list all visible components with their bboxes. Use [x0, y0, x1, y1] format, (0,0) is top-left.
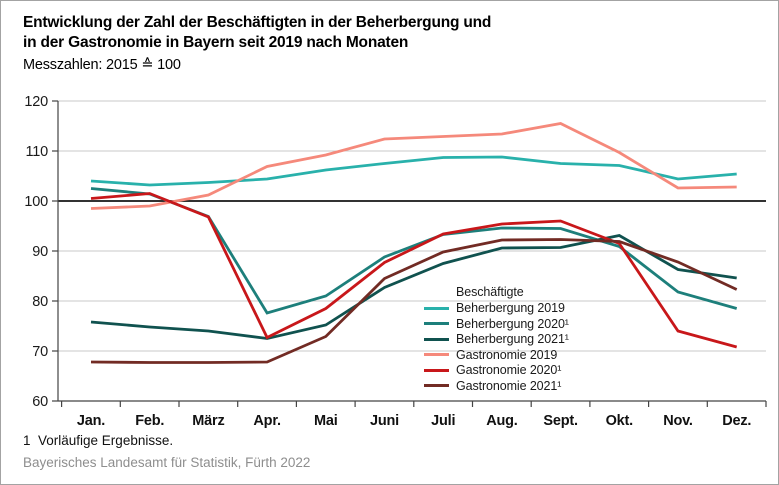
chart-title: Entwicklung der Zahl der Beschäftigten i… — [23, 13, 491, 53]
legend-item-gastronomie-2019: Gastronomie 2019 — [424, 347, 569, 363]
series-line-gastronomie-2021 — [90, 238, 738, 364]
legend-title: Beschäftigte — [456, 285, 524, 299]
x-tick-label-juli: Juli — [431, 413, 455, 429]
x-tick-label-m-rz: März — [192, 413, 224, 429]
legend-item-beherbergung-2021: Beherbergung 2021¹ — [424, 332, 569, 348]
x-tick-label-sept: Sept. — [543, 413, 578, 429]
y-tick-label: 80 — [32, 294, 48, 310]
x-tick-label-feb: Feb. — [135, 413, 164, 429]
legend-swatch-gastronomie-2019 — [424, 353, 449, 357]
x-tick-label-juni: Juni — [370, 413, 399, 429]
legend-label: Beherbergung 2019 — [456, 301, 565, 316]
chart-subtitle: Messzahlen: 2015 ≙ 100 — [23, 57, 181, 73]
chart-legend: Beschäftigte Beherbergung 2019 Beherbergu… — [424, 285, 569, 394]
legend-item-beherbergung-2019: Beherbergung 2019 — [424, 301, 569, 317]
series-line-beherbergung-2021 — [90, 234, 737, 340]
y-tick-label: 100 — [24, 194, 48, 210]
legend-item-gastronomie-2020: Gastronomie 2020¹ — [424, 363, 569, 379]
legend-label: Gastronomie 2021¹ — [456, 378, 562, 393]
x-tick-label-nov: Nov. — [663, 413, 693, 429]
legend-label: Beherbergung 2020¹ — [456, 316, 569, 331]
x-tick-label-mai: Mai — [314, 413, 338, 429]
x-tick-label-aug: Aug. — [486, 413, 518, 429]
y-tick-label: 110 — [25, 144, 48, 160]
series-line-gastronomie-2020 — [90, 192, 738, 349]
chart-title-line2: in der Gastronomie in Bayern seit 2019 n… — [23, 34, 409, 51]
legend-swatch-beherbergung-2019 — [424, 306, 449, 310]
y-tick-label: 60 — [32, 394, 48, 410]
source: Bayerisches Landesamt für Statistik, Für… — [23, 455, 311, 470]
legend-label: Gastronomie 2020¹ — [456, 363, 562, 378]
y-tick-label: 70 — [32, 344, 48, 360]
series-line-gastronomie-2019 — [90, 122, 737, 210]
y-tick-label: 120 — [24, 94, 48, 110]
series-line-beherbergung-2019 — [90, 155, 737, 187]
legend-item-beherbergung-2020: Beherbergung 2020¹ — [424, 316, 569, 332]
x-tick-label-apr: Apr. — [253, 413, 281, 429]
legend-swatch-beherbergung-2020 — [424, 322, 449, 326]
footnote: 1 Vorläufige Ergebnisse. — [23, 433, 174, 448]
legend-swatch-gastronomie-2020 — [424, 368, 449, 372]
legend-label: Beherbergung 2021¹ — [456, 332, 569, 347]
legend-swatch-gastronomie-2021 — [424, 384, 449, 388]
y-tick-label: 90 — [32, 244, 48, 260]
legend-label: Gastronomie 2019 — [456, 347, 558, 362]
x-tick-label-dez: Dez. — [722, 413, 751, 429]
chart-title-line1: Entwicklung der Zahl der Beschäftigten i… — [23, 14, 492, 31]
x-tick-label-jan: Jan. — [77, 413, 105, 429]
legend-item-gastronomie-2021: Gastronomie 2021¹ — [424, 378, 569, 394]
x-tick-label-okt: Okt. — [606, 413, 634, 429]
legend-swatch-beherbergung-2021 — [424, 337, 449, 341]
